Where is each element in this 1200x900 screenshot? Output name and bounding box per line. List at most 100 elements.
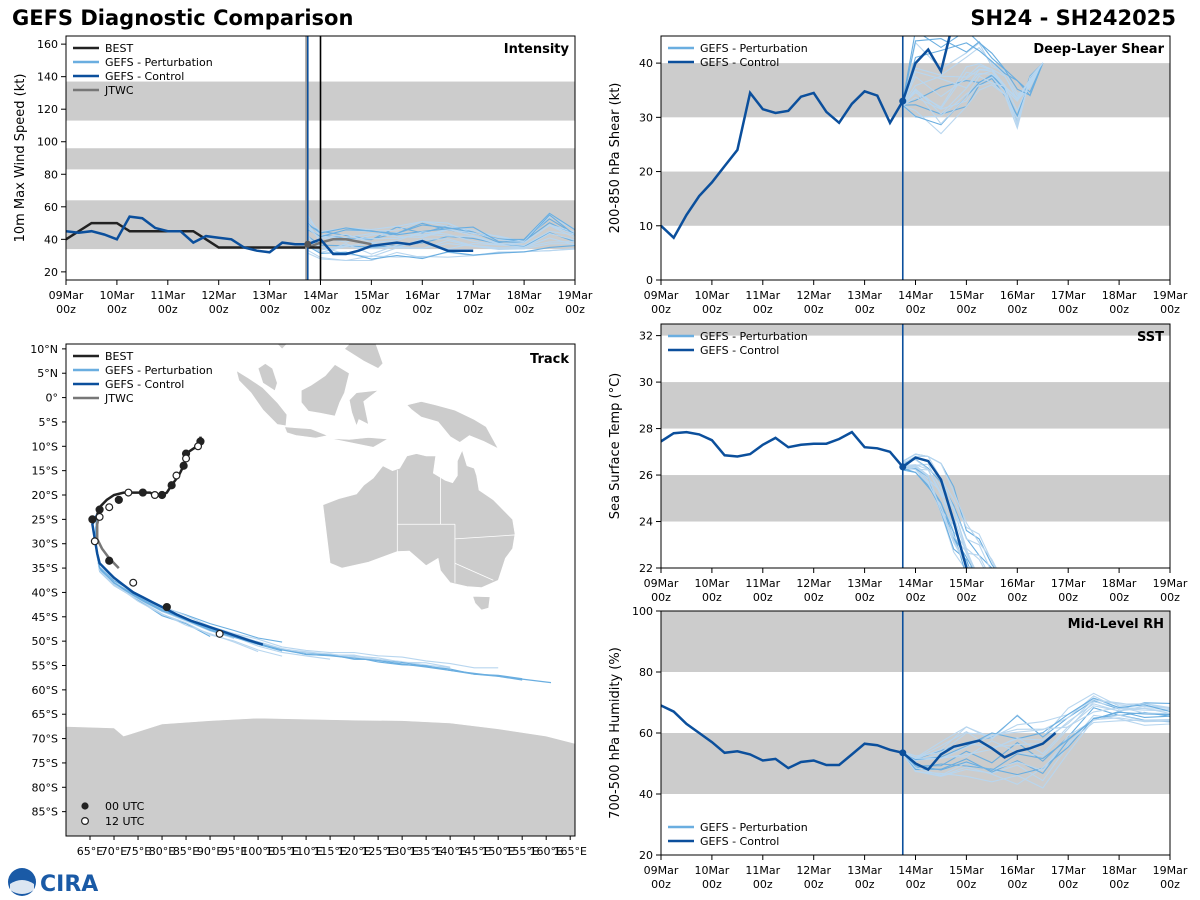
x-tick-label: 65°E	[77, 845, 103, 858]
x-tick-label: 00z	[1160, 303, 1180, 316]
legend-label: BEST	[105, 42, 133, 55]
x-tick-label: 105°E	[265, 845, 298, 858]
position-12utc-marker	[105, 503, 114, 512]
landmass	[344, 344, 384, 369]
x-tick-label: 00z	[1007, 591, 1027, 604]
x-tick-label: 00z	[753, 303, 773, 316]
x-tick-label: 90°E	[197, 845, 223, 858]
y-tick-label: 75°S	[32, 757, 58, 770]
rh-plot-area	[661, 611, 1170, 855]
x-tick-label: 00z	[1058, 591, 1078, 604]
y-tick-label: 10°N	[30, 343, 58, 356]
x-tick-label: 00z	[1109, 303, 1129, 316]
position-00utc-marker	[179, 461, 188, 470]
perturbation-member-line	[307, 232, 575, 251]
x-tick-label: 14Mar	[898, 864, 933, 877]
x-tick-label: 13Mar	[847, 864, 882, 877]
x-tick-label: 00z	[514, 303, 534, 316]
legend-00utc-marker	[81, 802, 89, 810]
position-12utc-marker	[124, 488, 133, 497]
x-tick-label: 15Mar	[354, 289, 389, 302]
y-tick-label: 26	[639, 469, 653, 482]
x-tick-label: 12Mar	[796, 864, 831, 877]
y-tick-label: 60	[44, 201, 58, 214]
y-tick-label: 50°S	[32, 635, 58, 648]
x-tick-label: 00z	[855, 303, 875, 316]
x-tick-label: 00z	[260, 303, 280, 316]
y-tick-label: 20	[639, 166, 653, 179]
y-tick-label: 30°S	[32, 538, 58, 551]
landmass	[330, 437, 389, 448]
x-tick-label: 16Mar	[405, 289, 440, 302]
legend-label: GEFS - Control	[105, 70, 184, 83]
jtwc-line	[307, 238, 372, 249]
perturbation-member-line	[902, 62, 1044, 110]
y-tick-label: 20°S	[32, 489, 58, 502]
control-track-line	[91, 513, 264, 646]
landmass	[577, 566, 632, 622]
threshold-band	[661, 382, 1170, 429]
y-axis-label: 700-500 hPa Humidity (%)	[608, 647, 623, 819]
legend-12utc-marker	[80, 816, 89, 825]
x-tick-label: 00z	[957, 591, 977, 604]
position-00utc-marker	[138, 488, 147, 497]
shear-panel: 01020304009Mar00z10Mar00z11Mar00z12Mar00…	[608, 35, 1188, 316]
x-tick-label: 13Mar	[252, 289, 287, 302]
y-tick-label: 20	[639, 849, 653, 862]
threshold-band	[661, 324, 1170, 336]
perturbation-member-line	[902, 697, 1170, 761]
x-tick-label: 00z	[957, 878, 977, 891]
x-tick-label: 18Mar	[1102, 864, 1137, 877]
legend-label: 00 UTC	[105, 800, 145, 813]
x-tick-label: 00z	[1058, 878, 1078, 891]
y-tick-label: 55°S	[32, 660, 58, 673]
y-axis-label: 10m Max Wind Speed (kt)	[13, 74, 28, 243]
x-tick-label: 00z	[855, 591, 875, 604]
sst-plot-area	[661, 324, 1170, 568]
x-tick-label: 00z	[702, 591, 722, 604]
y-tick-label: 85°S	[32, 806, 58, 819]
track-plot-area	[66, 344, 632, 836]
perturbation-member-line	[902, 38, 1044, 102]
x-tick-label: 16Mar	[1000, 289, 1035, 302]
x-tick-label: 14Mar	[303, 289, 338, 302]
control-line	[66, 215, 474, 256]
y-tick-label: 60	[639, 727, 653, 740]
x-tick-label: 16Mar	[1000, 864, 1035, 877]
x-tick-label: 00z	[702, 303, 722, 316]
x-tick-label: 10Mar	[695, 577, 730, 590]
perturbation-track-line	[94, 514, 331, 660]
init-marker	[304, 240, 312, 248]
control-line	[661, 704, 1057, 772]
y-tick-label: 120	[37, 103, 58, 116]
sst-panel: 22242628303209Mar00z10Mar00z11Mar00z12Ma…	[608, 323, 1188, 604]
position-12utc-marker	[172, 471, 181, 480]
legend-label: GEFS - Perturbation	[700, 330, 808, 343]
x-tick-label: 140°E	[433, 845, 466, 858]
y-tick-label: 60°S	[32, 684, 58, 697]
x-tick-label: 00z	[362, 303, 382, 316]
x-tick-label: 00z	[209, 303, 229, 316]
y-tick-label: 40	[639, 788, 653, 801]
perturbation-member-line	[902, 707, 1170, 767]
x-tick-label: 135°E	[409, 845, 442, 858]
rh-panel: 2040608010009Mar00z10Mar00z11Mar00z12Mar…	[608, 605, 1188, 891]
y-tick-label: 80°S	[32, 781, 58, 794]
legend-label: 12 UTC	[105, 815, 145, 828]
intensity-plot-area	[66, 36, 575, 280]
perturbation-member-line	[902, 466, 973, 568]
x-tick-label: 10Mar	[100, 289, 135, 302]
x-tick-label: 125°E	[361, 845, 394, 858]
perturbation-track-line	[94, 514, 283, 643]
x-tick-label: 16Mar	[1000, 577, 1035, 590]
position-00utc-marker	[157, 490, 167, 500]
y-tick-label: 10	[639, 220, 653, 233]
x-tick-label: 155°E	[505, 845, 538, 858]
x-tick-label: 00z	[1109, 591, 1129, 604]
x-tick-label: 00z	[957, 303, 977, 316]
y-tick-label: 30	[639, 111, 653, 124]
x-tick-label: 00z	[702, 878, 722, 891]
x-tick-label: 00z	[158, 303, 178, 316]
perturbation-member-line	[307, 212, 575, 241]
perturbation-track-line	[94, 514, 283, 652]
